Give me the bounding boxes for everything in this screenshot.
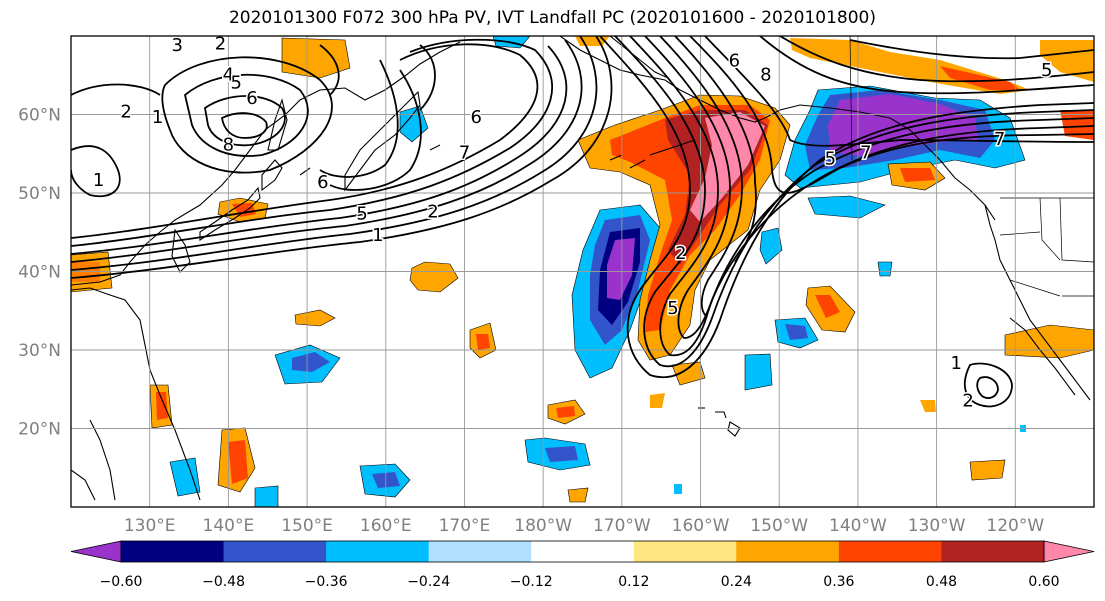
longitude-tick-label: 130°W xyxy=(908,516,966,536)
longitude-labels: 130°E 140°E 150°E 160°E 170°E 180°W 170°W 160°W… xyxy=(124,516,1045,536)
colorbar-tick-label: 0.36 xyxy=(823,574,854,590)
colorbar-tick-label: −0.48 xyxy=(202,574,245,590)
colorbar-extend-min xyxy=(70,540,122,563)
pv-contour-label: 1 xyxy=(372,225,383,246)
pv-contour-label: 5 xyxy=(1041,60,1052,81)
pv-contour-label: 2 xyxy=(962,390,973,411)
latitude-tick-label: 40°N xyxy=(18,263,61,283)
colorbar-tick-label: −0.12 xyxy=(510,574,553,590)
pv-contour-label: 5 xyxy=(667,298,678,319)
pv-contour-label: 7 xyxy=(459,142,470,163)
latitude-tick-label: 20°N xyxy=(18,420,61,440)
pv-contour-label: 2 xyxy=(120,102,131,123)
colorbar-bin xyxy=(121,541,225,562)
pv-contour-label: 2 xyxy=(427,201,438,222)
pv-contour-label: 5 xyxy=(231,73,242,94)
gridlines xyxy=(71,36,1094,507)
colorbar-bin xyxy=(941,541,1045,562)
pv-contour-label: 7 xyxy=(860,142,871,163)
pv-contour-label: 2 xyxy=(675,243,686,264)
pv-contour-label: 6 xyxy=(317,172,328,193)
longitude-tick-label: 170°E xyxy=(439,516,491,536)
pv-contour-label: 6 xyxy=(729,51,740,72)
colorbar-tick-label: 0.24 xyxy=(721,574,752,590)
pv-contour-label: 4 xyxy=(223,65,234,86)
longitude-tick-label: 150°E xyxy=(281,516,333,536)
map-frame xyxy=(70,35,1095,508)
colorbar-tick-label: −0.24 xyxy=(407,574,450,590)
colorbar-bin xyxy=(633,541,737,562)
latitude-tick-label: 50°N xyxy=(18,184,61,204)
colorbar-bin xyxy=(428,541,532,562)
pv-contour-label: 1 xyxy=(93,170,104,191)
longitude-tick-label: 160°E xyxy=(360,516,412,536)
longitude-tick-label: 160°W xyxy=(672,516,730,536)
colorbar-bin xyxy=(736,541,840,562)
colorbar-tick-label: 0.60 xyxy=(1028,574,1059,590)
latitude-tick-label: 60°N xyxy=(18,106,61,126)
colorbar-outline xyxy=(120,540,1045,563)
pv-contour-label: 5 xyxy=(356,204,367,225)
colorbar: −0.60 −0.48 −0.36 −0.24 −0.12 0.12 0.24 0.36 0.4… xyxy=(70,540,1095,590)
pv-contour-label: 8 xyxy=(223,135,234,156)
longitude-tick-label: 170°W xyxy=(593,516,651,536)
pv-contour-label: 6 xyxy=(471,107,482,128)
colorbar-bin xyxy=(223,541,327,562)
pv-contour-label: 1 xyxy=(152,107,163,128)
longitude-tick-label: 140°E xyxy=(203,516,255,536)
colorbar-bin xyxy=(838,541,942,562)
colorbar-bin xyxy=(326,541,430,562)
longitude-tick-label: 150°W xyxy=(750,516,808,536)
pv-contour-label: 7 xyxy=(994,129,1005,150)
colorbar-tick-label: 0.48 xyxy=(926,574,957,590)
longitude-tick-label: 140°W xyxy=(829,516,887,536)
longitude-tick-label: 130°E xyxy=(124,516,176,536)
longitude-tick-label: 180°W xyxy=(514,516,572,536)
pv-contour-label: 2 xyxy=(215,33,226,54)
pv-contour-label: 3 xyxy=(172,35,183,56)
pv-contour-label: 6 xyxy=(246,88,257,109)
colorbar-tick-label: −0.36 xyxy=(305,574,348,590)
colorbar-bin xyxy=(531,541,635,562)
latitude-tick-label: 30°N xyxy=(18,341,61,361)
colorbar-tick-label: 0.12 xyxy=(618,574,649,590)
latitude-labels: 60°N 50°N 40°N 30°N 20°N xyxy=(18,106,61,440)
pv-contour-label: 1 xyxy=(951,353,962,374)
colorbar-extend-max xyxy=(1043,540,1095,563)
pv-contours xyxy=(71,36,1094,408)
longitude-tick-label: 120°W xyxy=(986,516,1044,536)
figure-title: 2020101300 F072 300 hPa PV, IVT Landfall… xyxy=(228,8,876,28)
pv-contour-label: 8 xyxy=(760,65,771,86)
pv-contour-label: 5 xyxy=(825,149,836,170)
colorbar-tick-label: −0.60 xyxy=(100,574,143,590)
